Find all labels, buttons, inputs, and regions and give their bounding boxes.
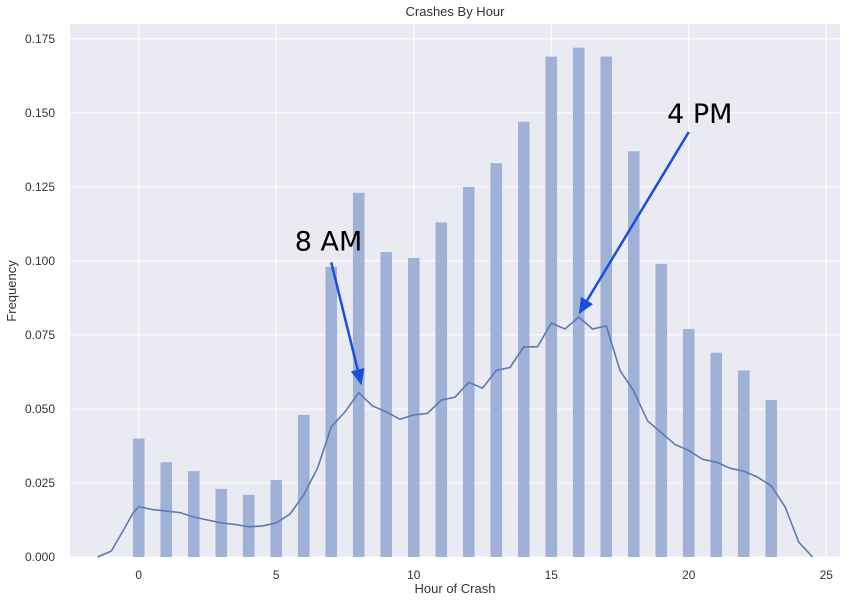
histogram-bar	[462, 186, 475, 557]
kde-curve	[97, 316, 814, 558]
histogram-bar	[682, 328, 695, 557]
annotation-arrow	[330, 262, 359, 371]
histogram-bar	[655, 263, 668, 557]
chart-title: Crashes By Hour	[406, 4, 506, 19]
y-axis-label: Frequency	[4, 260, 19, 322]
histogram-bar	[765, 400, 778, 557]
x-tick-label: 20	[682, 568, 696, 582]
annotation-label: 4 PM	[667, 99, 732, 130]
histogram-bar	[600, 56, 613, 557]
histogram-bar	[545, 56, 558, 557]
y-tick-label: 0.000	[25, 550, 55, 564]
histogram-bar	[160, 462, 173, 557]
histogram-bar	[407, 257, 420, 557]
x-tick-label: 25	[820, 568, 834, 582]
annotation-arrowhead	[350, 368, 365, 386]
x-tick-labels: 0 5 10 15 20 25	[135, 568, 833, 582]
y-tick-label: 0.175	[25, 32, 55, 46]
histogram-bar	[490, 163, 503, 557]
x-axis-label: Hour of Crash	[415, 581, 496, 596]
histogram-bar	[242, 494, 255, 557]
histogram-bar	[270, 480, 283, 557]
histogram-bar	[297, 414, 310, 557]
y-tick-labels: 0.000 0.025 0.050 0.075 0.100 0.125 0.150 0.175	[25, 32, 55, 564]
annotations: 8 AM 4 PM	[295, 99, 732, 386]
y-tick-label: 0.075	[25, 328, 55, 342]
y-tick-label: 0.150	[25, 106, 55, 120]
histogram-bar	[710, 352, 723, 557]
annotation-arrowhead	[578, 296, 594, 315]
annotation-arrow	[585, 131, 690, 302]
histogram-bar	[572, 47, 585, 557]
histogram-bar	[132, 438, 145, 557]
x-tick-label: 5	[273, 568, 280, 582]
y-tick-label: 0.125	[25, 180, 55, 194]
y-tick-label: 0.025	[25, 476, 55, 490]
histogram-bar	[380, 252, 393, 557]
y-tick-label: 0.050	[25, 402, 55, 416]
x-tick-label: 0	[135, 568, 142, 582]
histogram-bar	[627, 151, 640, 558]
x-tick-label: 10	[407, 568, 421, 582]
histogram-bar	[187, 471, 200, 557]
histogram-bars	[132, 47, 778, 558]
annotation-label: 8 AM	[295, 227, 363, 258]
histogram-bar	[325, 266, 338, 557]
histogram-bar	[737, 370, 750, 557]
y-tick-label: 0.100	[25, 254, 55, 268]
histogram-bar	[435, 222, 448, 557]
histogram-bar	[517, 121, 530, 557]
x-tick-label: 15	[545, 568, 559, 582]
